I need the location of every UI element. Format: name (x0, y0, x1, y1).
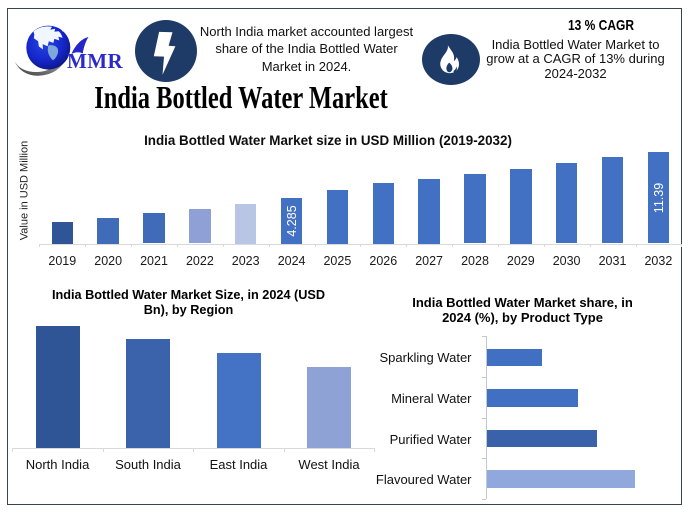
svg-text:MMR: MMR (67, 49, 123, 73)
